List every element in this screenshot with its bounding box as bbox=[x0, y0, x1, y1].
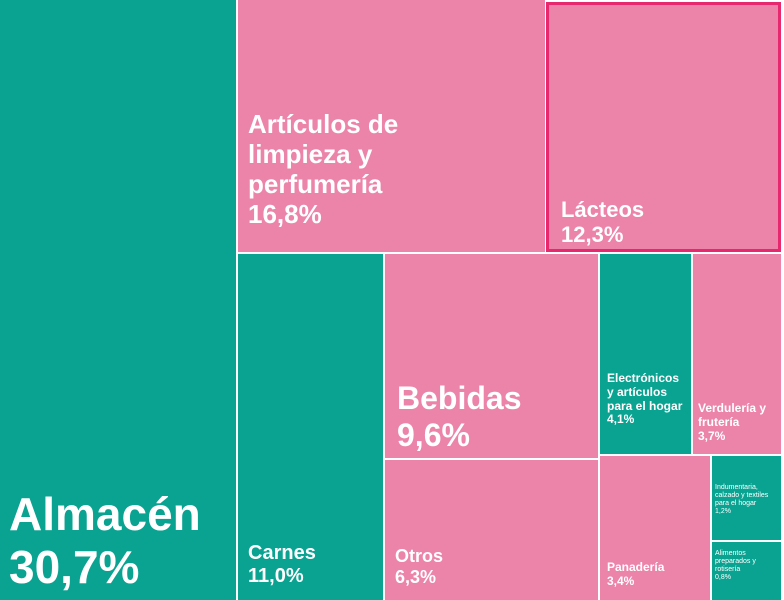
tile-panaderia: Panadería 3,4% bbox=[600, 456, 710, 600]
tile-otros: Otros 6,3% bbox=[385, 460, 598, 600]
tile-electronicos: Electrónicos y artículos para el hogar 4… bbox=[600, 254, 691, 454]
tile-bebidas: Bebidas 9,6% bbox=[385, 254, 598, 458]
tile-lacteos: Lácteos 12,3% bbox=[546, 2, 781, 252]
tile-indumentaria-category: Indumentaria, calzado y textiles para el… bbox=[715, 484, 769, 508]
tile-almacen-category: Almacén bbox=[9, 488, 201, 541]
tile-indumentaria: Indumentaria, calzado y textiles para el… bbox=[712, 456, 781, 540]
tile-alimentos-value: 0,8% bbox=[715, 574, 731, 582]
tile-limpieza-category: Artículos de limpieza y perfumería bbox=[248, 109, 399, 199]
tile-lacteos-value: 12,3% bbox=[561, 222, 624, 248]
tile-lacteos-category: Lácteos bbox=[561, 197, 645, 222]
tile-verduleria-value: 3,7% bbox=[698, 428, 726, 443]
tile-carnes: Carnes 11,0% bbox=[238, 254, 383, 600]
tile-alimentos: Alimentos preparados y rotisería 0,8% bbox=[712, 542, 781, 600]
tile-otros-value: 6,3% bbox=[395, 566, 437, 587]
tile-otros-category: Otros bbox=[395, 546, 444, 566]
tile-limpieza: Artículos de limpieza y perfumería 16,8% bbox=[238, 0, 545, 252]
tile-verduleria: Verdulería y frutería 3,7% bbox=[693, 254, 781, 454]
tile-electronicos-category: Electrónicos y artículos para el hogar bbox=[607, 371, 683, 413]
tile-verduleria-category: Verdulería y frutería bbox=[698, 401, 767, 429]
tile-bebidas-value: 9,6% bbox=[397, 416, 470, 453]
tile-alimentos-category: Alimentos preparados y rotisería bbox=[715, 550, 756, 574]
tile-carnes-value: 11,0% bbox=[248, 565, 304, 587]
tile-almacen: Almacén 30,7% bbox=[0, 0, 236, 600]
tile-limpieza-value: 16,8% bbox=[248, 198, 322, 229]
tile-electronicos-value: 4,1% bbox=[607, 412, 635, 427]
tile-panaderia-category: Panadería bbox=[607, 560, 665, 574]
tile-carnes-category: Carnes bbox=[248, 542, 316, 564]
tile-almacen-value: 30,7% bbox=[9, 541, 140, 594]
tile-indumentaria-value: 1,2% bbox=[715, 508, 731, 516]
tile-bebidas-category: Bebidas bbox=[397, 380, 522, 416]
tile-panaderia-value: 3,4% bbox=[607, 573, 635, 588]
